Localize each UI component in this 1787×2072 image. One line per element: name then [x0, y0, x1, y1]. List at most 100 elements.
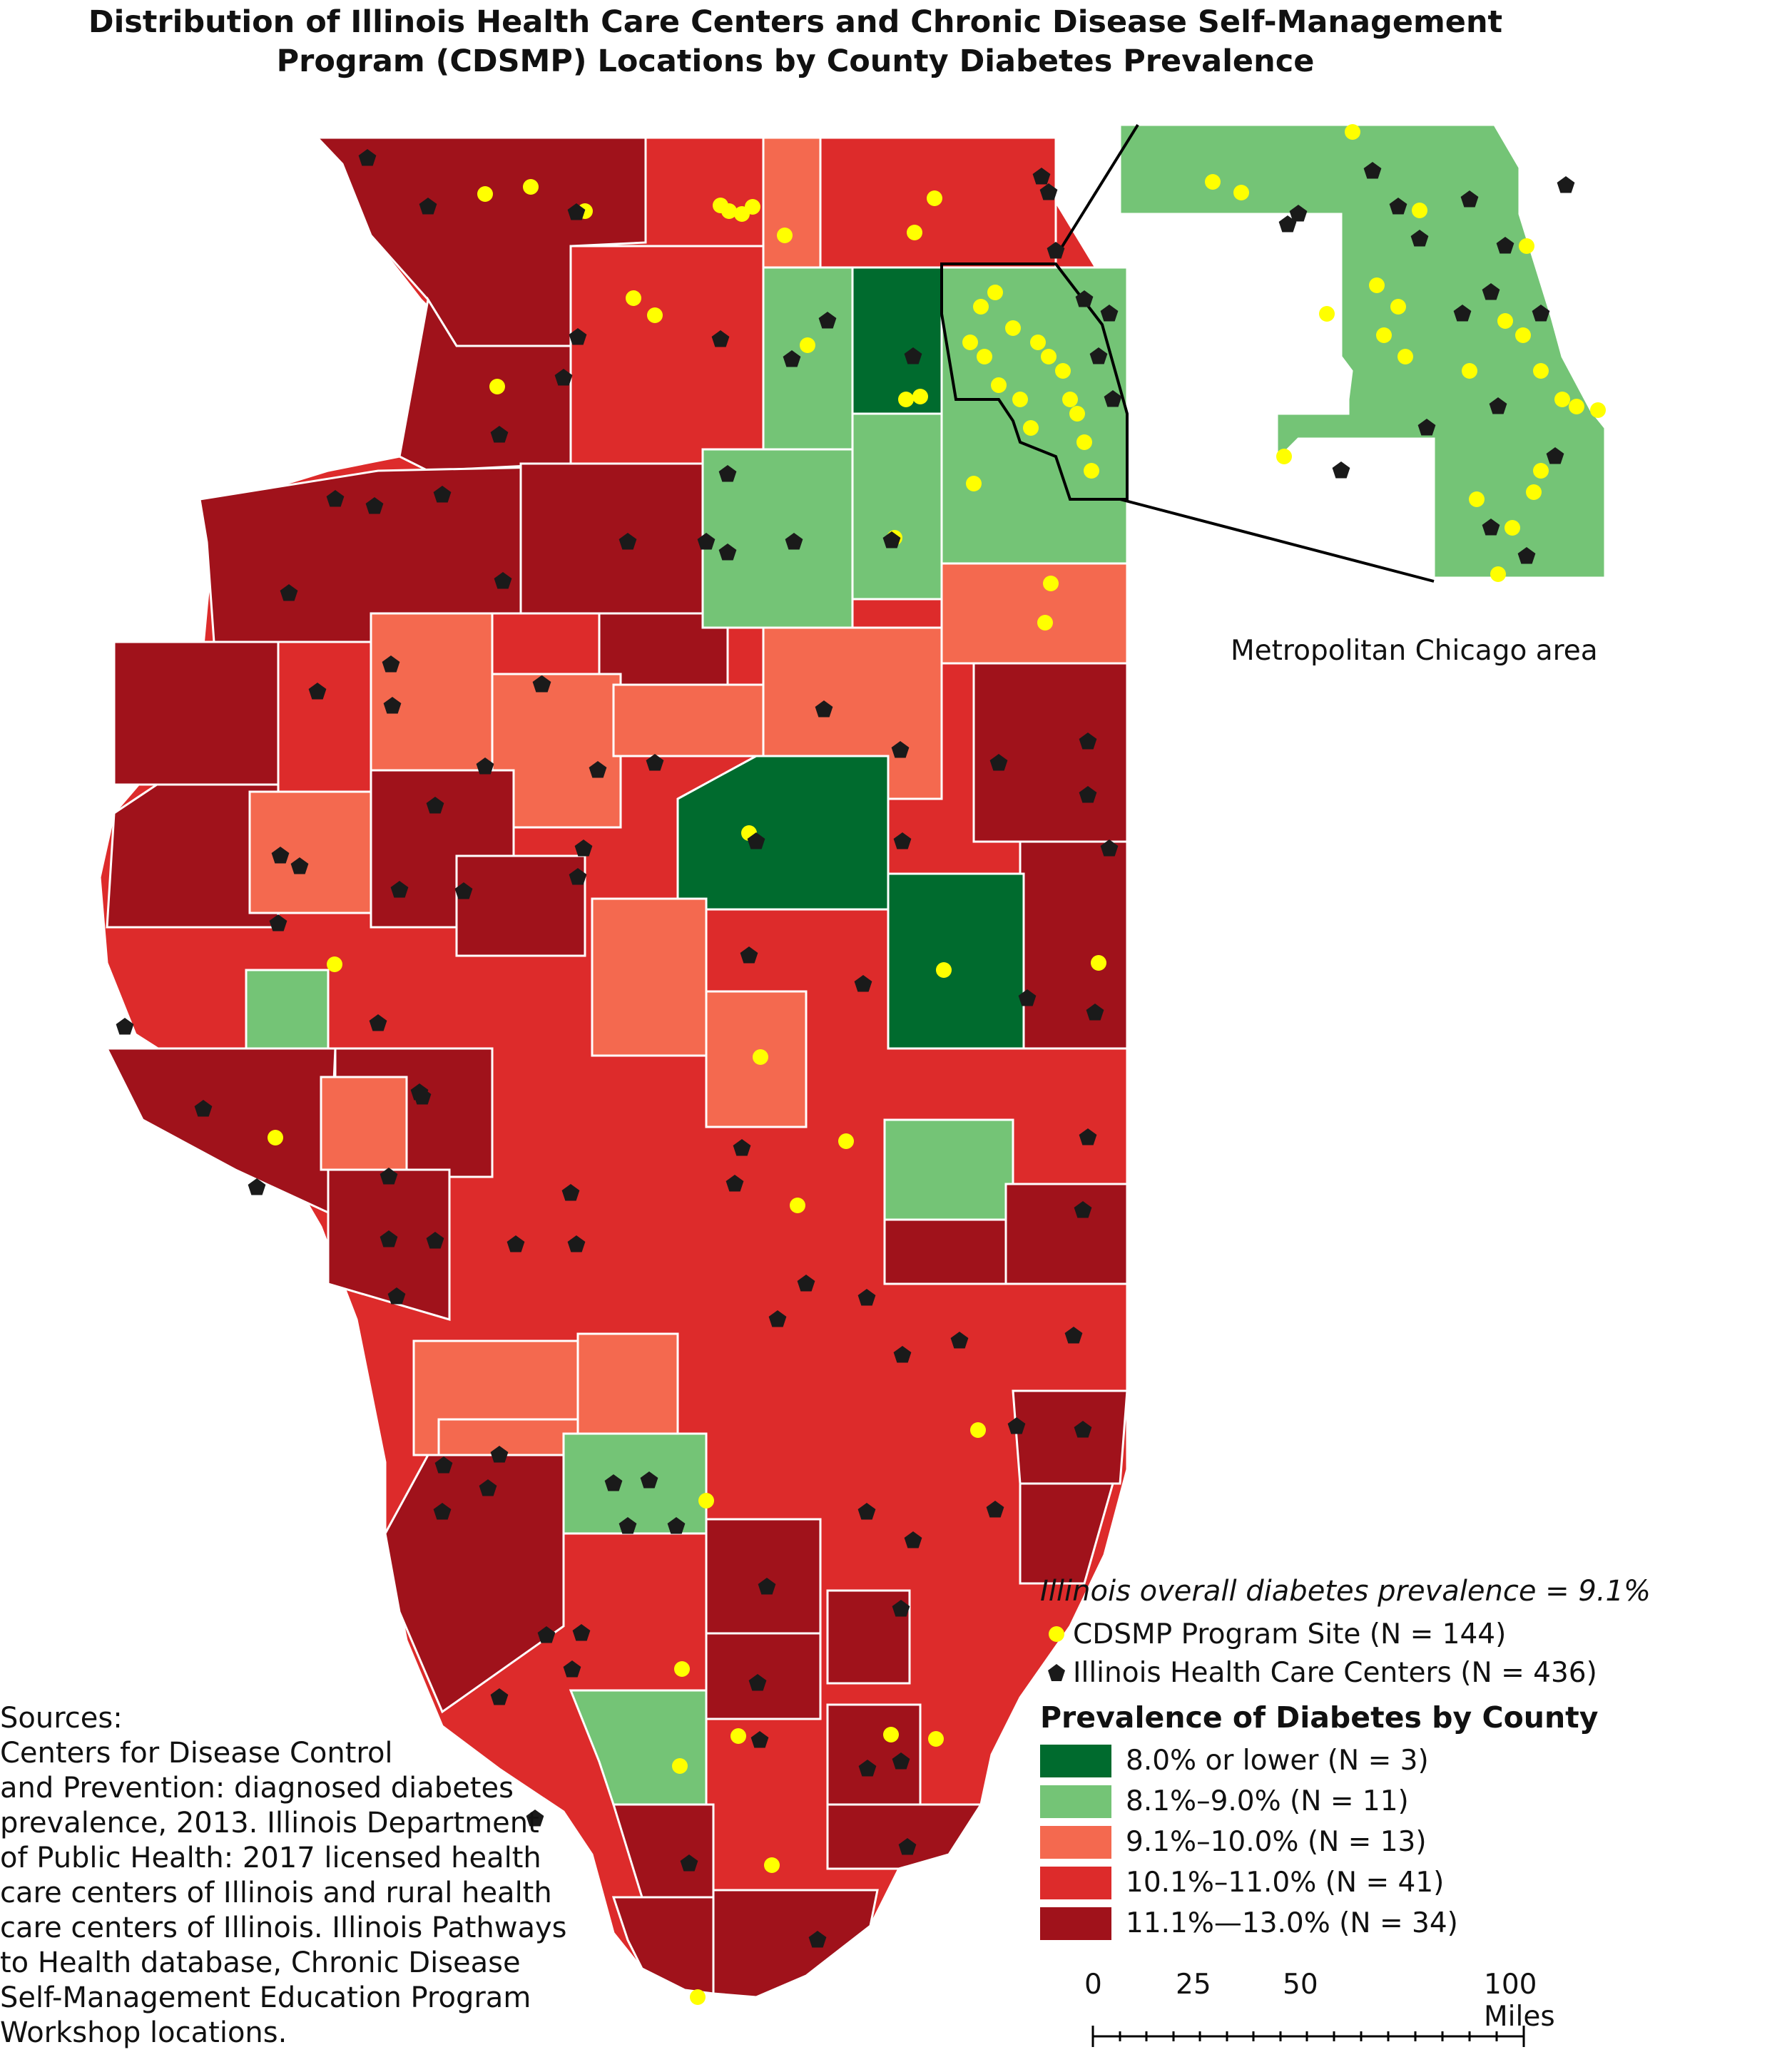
health-center-marker — [326, 490, 345, 507]
health-center-marker — [479, 1479, 497, 1496]
health-center-marker — [569, 868, 587, 885]
inset-focus-outline — [940, 262, 1129, 501]
cdsmp-site-marker — [898, 392, 914, 407]
health-center-marker — [858, 1760, 877, 1777]
cdsmp-site-marker — [730, 1728, 746, 1744]
health-center-marker — [567, 1235, 586, 1252]
cdsmp-site-marker — [1276, 449, 1292, 464]
health-center-marker — [950, 1332, 969, 1349]
health-center-marker — [563, 1660, 581, 1678]
health-center-marker — [893, 832, 912, 849]
cdsmp-site-marker — [672, 1758, 688, 1774]
cdsmp-site-marker — [1412, 203, 1427, 218]
health-center-marker — [986, 1501, 1004, 1518]
legend-symbol-label: CDSMP Program Site (N = 144) — [1073, 1618, 1507, 1650]
county-regions — [105, 136, 1129, 1999]
scale-label: 50 — [1283, 1969, 1318, 2001]
health-center-marker — [904, 347, 922, 364]
health-center-marker — [1032, 168, 1051, 185]
sources-line: to Health database, Chronic Disease — [0, 1946, 521, 1979]
health-center-marker — [893, 1346, 912, 1363]
county-region — [705, 1632, 822, 1720]
health-center-marker — [750, 1731, 769, 1748]
health-center-marker — [680, 1854, 698, 1872]
sources-line: prevalence, 2013. Illinois Department — [0, 1807, 539, 1839]
health-center-marker — [748, 1674, 767, 1691]
cdsmp-site-marker — [674, 1661, 690, 1677]
health-center-marker — [116, 1018, 134, 1035]
cdsmp-site-marker — [1515, 327, 1531, 343]
cdsmp-site-marker — [1390, 299, 1406, 315]
cdsmp-site-marker — [1069, 406, 1085, 422]
cdsmp-site-marker — [1043, 576, 1059, 591]
cdsmp-site-marker — [790, 1198, 805, 1213]
legend-class: 11.1%—13.0% (N = 34) — [1040, 1903, 1761, 1944]
cdsmp-site-marker — [489, 379, 505, 394]
legend-class: 9.1%–10.0% (N = 13) — [1040, 1822, 1761, 1862]
map-title-line-2: Program (CDSMP) Locations by County Diab… — [276, 44, 1315, 79]
legend: Illinois overall diabetes prevalence = 9… — [1040, 1575, 1761, 1944]
legend-swatch — [1040, 1866, 1111, 1899]
health-center-marker — [280, 584, 298, 601]
cdsmp-site-marker — [1369, 277, 1385, 293]
sources-line: Centers for Disease Control — [0, 1737, 393, 1770]
health-center-marker — [434, 1456, 453, 1474]
cdsmp-site-marker — [800, 337, 815, 353]
cdsmp-site-marker — [970, 1422, 986, 1438]
sources-line: care centers of Illinois. Illinois Pathw… — [0, 1912, 567, 1944]
health-center-marker — [1086, 1004, 1104, 1021]
cdsmp-site-marker — [1397, 349, 1413, 364]
health-center-marker — [589, 761, 607, 778]
county-region — [826, 1803, 983, 1870]
health-center-marker — [808, 1931, 827, 1948]
county-region — [569, 245, 765, 465]
legend-overall-prevalence: Illinois overall diabetes prevalence = 9… — [1040, 1575, 1651, 1608]
health-center-marker — [618, 1517, 637, 1534]
health-center-marker — [758, 1578, 776, 1595]
health-center-marker — [490, 1688, 509, 1705]
cdsmp-site-marker — [1590, 402, 1606, 418]
county-region — [519, 462, 704, 615]
county-region — [826, 1703, 922, 1806]
cdsmp-site-marker — [1533, 363, 1549, 379]
legend-swatch — [1040, 1825, 1111, 1859]
cdsmp-site-marker — [1526, 484, 1542, 500]
health-center-marker — [554, 369, 573, 386]
cdsmp-site-marker — [753, 1049, 768, 1065]
cdsmp-site-marker — [721, 203, 737, 219]
county-region — [887, 872, 1025, 1050]
health-center-marker — [1100, 305, 1119, 322]
health-center-marker — [1104, 390, 1122, 407]
health-center-marker — [490, 426, 509, 443]
health-center-marker — [433, 1503, 452, 1520]
cdsmp-site-marker — [1012, 392, 1028, 407]
health-center-marker — [797, 1275, 815, 1292]
sources-line: Sources: — [0, 1702, 123, 1735]
health-center-marker — [747, 832, 765, 849]
cdsmp-site-marker — [1345, 124, 1360, 140]
legend-class-label: 10.1%–11.0% (N = 41) — [1126, 1867, 1445, 1899]
health-center-marker — [1074, 1201, 1092, 1218]
health-center-marker — [413, 1088, 432, 1105]
health-center-marker — [1557, 176, 1575, 193]
cdsmp-site-marker — [1469, 491, 1485, 507]
county-region — [676, 755, 890, 911]
health-center-marker — [785, 533, 803, 550]
cdsmp-site-marker — [268, 1130, 283, 1145]
health-center-marker — [1064, 1327, 1083, 1344]
sources-line: care centers of Illinois and rural healt… — [0, 1877, 552, 1909]
health-center-marker — [454, 882, 473, 899]
county-region — [712, 1889, 879, 1999]
cdsmp-site-marker — [1091, 955, 1106, 971]
cdsmp-site-marker — [777, 228, 793, 243]
health-center-marker — [426, 797, 444, 814]
county-region — [1019, 1482, 1114, 1585]
map-title: Distribution of Illinois Health Care Cen… — [0, 3, 1591, 81]
health-center-marker — [733, 1139, 751, 1156]
health-center-marker — [1075, 290, 1094, 307]
cdsmp-site-marker — [987, 285, 1003, 300]
cdsmp-sites — [268, 124, 1606, 2005]
health-center-marker — [891, 741, 910, 758]
county-region — [851, 412, 943, 601]
